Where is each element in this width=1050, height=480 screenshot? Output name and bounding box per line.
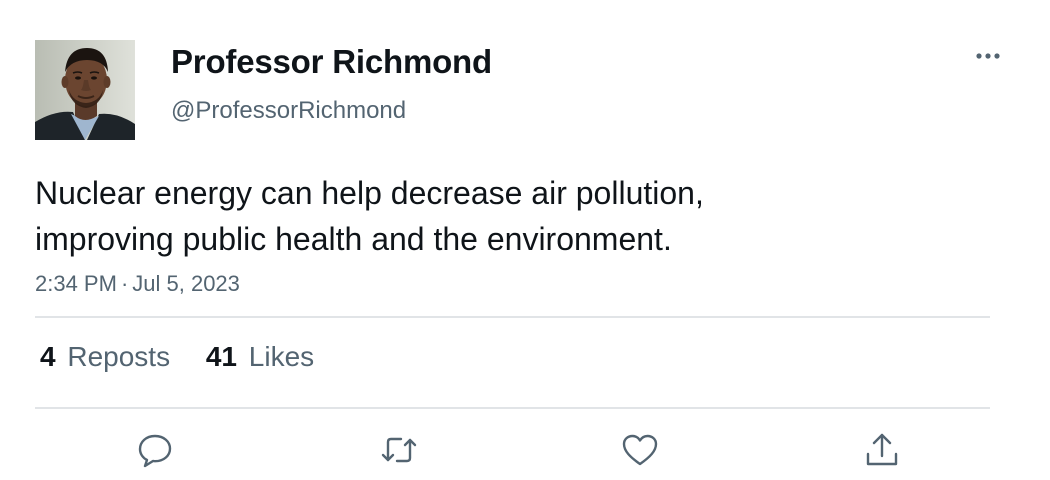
display-name[interactable]: Professor Richmond: [171, 43, 492, 80]
like-button[interactable]: [620, 430, 660, 470]
timestamp-separator: ·: [120, 271, 129, 296]
share-button[interactable]: [862, 430, 902, 470]
likes-stat[interactable]: 41 Likes: [206, 341, 314, 373]
reposts-label: Reposts: [67, 341, 171, 372]
avatar[interactable]: [35, 40, 135, 140]
repost-button[interactable]: [379, 430, 419, 470]
more-dots-icon: [976, 53, 1000, 59]
tweet-text: Nuclear energy can help decrease air pol…: [35, 170, 995, 262]
avatar-photo: [35, 40, 135, 140]
reply-button[interactable]: [135, 430, 175, 470]
divider: [35, 316, 990, 318]
heart-icon: [622, 434, 658, 466]
reposts-stat[interactable]: 4 Reposts: [40, 341, 170, 373]
reposts-count: 4: [40, 341, 56, 372]
tweet-text-line: Nuclear energy can help decrease air pol…: [35, 175, 704, 211]
speech-bubble-icon: [138, 434, 172, 468]
tweet-date: Jul 5, 2023: [132, 271, 240, 296]
share-upload-icon: [866, 433, 898, 466]
user-handle[interactable]: @ProfessorRichmond: [171, 97, 407, 124]
engagement-stats: 4 Reposts 41 Likes: [40, 341, 342, 373]
tweet-text-line: improving public health and the environm…: [35, 221, 672, 257]
divider: [35, 407, 990, 409]
repost-arrows-icon: [381, 437, 417, 463]
likes-label: Likes: [248, 341, 315, 372]
likes-count: 41: [205, 341, 238, 372]
tweet-time: 2:34 PM: [35, 271, 117, 296]
more-options-button[interactable]: [968, 42, 1008, 70]
tweet-timestamp[interactable]: 2:34 PM · Jul 5, 2023: [35, 271, 240, 297]
